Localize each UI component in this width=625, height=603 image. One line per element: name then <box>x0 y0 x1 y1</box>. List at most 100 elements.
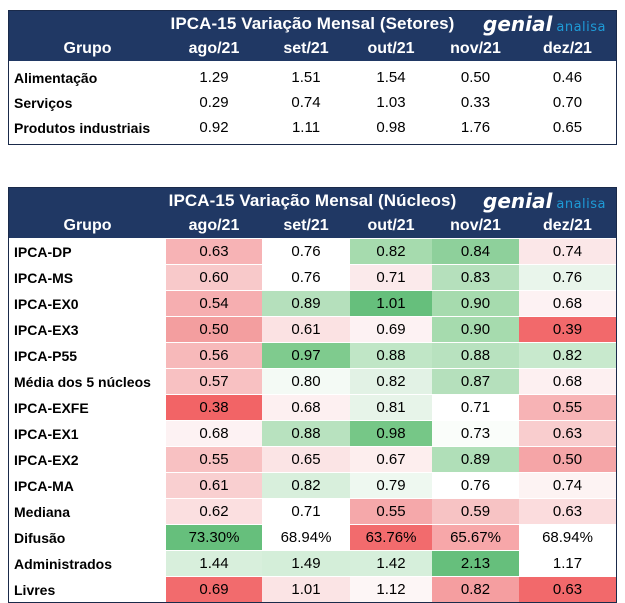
table-cell: 73.30% <box>166 525 262 550</box>
column-header: nov/21 <box>450 216 501 234</box>
genial-analisa-logo: genial analisa <box>483 189 606 213</box>
column-header: set/21 <box>283 39 329 57</box>
nucleos-body: IPCA-DP 0.63 0.76 0.82 0.84 0.74 IPCA-MS 0.60 0.… <box>9 238 616 602</box>
table-cell: 0.74 <box>291 94 321 111</box>
table-cell: 0.98 <box>350 421 432 446</box>
table-row: IPCA-EXFE 0.38 0.68 0.81 0.71 0.55 <box>9 394 616 420</box>
table-cell: 0.82 <box>432 577 519 602</box>
row-label: IPCA-EXFE <box>14 399 89 416</box>
table-cell: 1.76 <box>460 119 491 136</box>
setores-column-headers: Grupo ago/21 set/21 out/21 nov/21 dez/21 <box>9 36 616 61</box>
table-cell: 0.46 <box>552 69 583 86</box>
table-cell: 1.01 <box>350 291 432 316</box>
column-header: out/21 <box>367 216 415 234</box>
nucleos-table: IPCA-15 Variação Mensal (Núcleos) genial… <box>8 187 617 603</box>
table-cell: 0.67 <box>350 447 432 472</box>
table-row: Mediana 0.62 0.71 0.55 0.59 0.63 <box>9 498 616 524</box>
row-label: IPCA-EX0 <box>14 295 79 312</box>
table-cell: 1.01 <box>262 577 350 602</box>
nucleos-title: IPCA-15 Variação Mensal (Núcleos) <box>168 190 457 210</box>
setores-table: IPCA-15 Variação Mensal (Setores) genial… <box>8 10 617 145</box>
row-label: Serviços <box>14 94 73 111</box>
table-cell: 68.94% <box>519 525 616 550</box>
table-cell: 1.12 <box>350 577 432 602</box>
table-cell: 0.60 <box>166 265 262 290</box>
table-cell: 0.63 <box>519 499 616 524</box>
row-label: Produtos industriais <box>14 119 151 136</box>
row-label: IPCA-MS <box>14 269 74 286</box>
row-label: IPCA-EX2 <box>14 451 79 468</box>
table-cell: 0.71 <box>432 395 519 420</box>
table-cell: 0.29 <box>199 94 229 111</box>
table-cell: 0.50 <box>166 317 262 342</box>
table-cell: 1.42 <box>350 551 432 576</box>
table-row: Difusão 73.30% 68.94% 63.76% 65.67% 68.94% <box>9 524 616 550</box>
table-cell: 1.44 <box>166 551 262 576</box>
table-cell: 0.97 <box>262 343 350 368</box>
table-cell: 0.82 <box>519 343 616 368</box>
table-cell: 0.81 <box>350 395 432 420</box>
nucleos-column-headers: Grupo ago/21 set/21 out/21 nov/21 dez/21 <box>9 213 616 238</box>
table-cell: 0.50 <box>460 69 491 86</box>
table-cell: 0.68 <box>519 369 616 394</box>
row-label: IPCA-EX3 <box>14 321 79 338</box>
column-header: out/21 <box>367 39 415 57</box>
table-cell: 0.74 <box>519 239 616 264</box>
table-cell: 0.57 <box>166 369 262 394</box>
table-cell: 0.61 <box>262 317 350 342</box>
column-header: set/21 <box>283 216 329 234</box>
table-cell: 0.88 <box>432 343 519 368</box>
table-cell: 0.83 <box>432 265 519 290</box>
table-row: IPCA-DP 0.63 0.76 0.82 0.84 0.74 <box>9 238 616 264</box>
table-cell: 0.79 <box>350 473 432 498</box>
setores-title: IPCA-15 Variação Mensal (Setores) <box>170 13 455 33</box>
row-label: IPCA-EX1 <box>14 425 79 442</box>
table-cell: 1.29 <box>199 69 229 86</box>
table-cell: 0.82 <box>350 239 432 264</box>
column-header: Grupo <box>63 216 112 234</box>
table-cell: 0.89 <box>262 291 350 316</box>
table-cell: 65.67% <box>432 525 519 550</box>
row-label: Média dos 5 núcleos <box>14 373 151 390</box>
table-row: Administrados 1.44 1.49 1.42 2.13 1.17 <box>9 550 616 576</box>
nucleos-header: IPCA-15 Variação Mensal (Núcleos) genial… <box>9 188 616 238</box>
table-row: Produtos industriais 0.92 1.11 0.98 1.76 0.65 <box>9 115 616 140</box>
column-header: dez/21 <box>543 39 592 57</box>
setores-body: Alimentação 1.29 1.51 1.54 0.50 0.46 Serviços 0… <box>9 61 616 144</box>
row-label: Difusão <box>14 529 66 546</box>
table-row: Alimentação 1.29 1.51 1.54 0.50 0.46 <box>9 65 616 90</box>
row-label: IPCA-MA <box>14 477 74 494</box>
column-header: dez/21 <box>543 216 592 234</box>
table-cell: 0.80 <box>262 369 350 394</box>
table-cell: 1.51 <box>291 69 321 86</box>
table-cell: 0.76 <box>432 473 519 498</box>
setores-header: IPCA-15 Variação Mensal (Setores) genial… <box>9 11 616 61</box>
column-header: Grupo <box>63 39 112 57</box>
table-cell: 0.82 <box>262 473 350 498</box>
table-cell: 0.65 <box>262 447 350 472</box>
table-row: Livres 0.69 1.01 1.12 0.82 0.63 <box>9 576 616 602</box>
table-cell: 2.13 <box>432 551 519 576</box>
table-row: IPCA-MA 0.61 0.82 0.79 0.76 0.74 <box>9 472 616 498</box>
table-cell: 0.76 <box>262 239 350 264</box>
table-cell: 0.68 <box>166 421 262 446</box>
table-cell: 0.63 <box>519 421 616 446</box>
table-cell: 0.90 <box>432 317 519 342</box>
table-cell: 0.69 <box>166 577 262 602</box>
row-label: Livres <box>14 581 56 598</box>
row-label: Alimentação <box>14 69 98 86</box>
table-cell: 1.49 <box>262 551 350 576</box>
genial-analisa-logo: genial analisa <box>483 12 606 36</box>
table-row: IPCA-EX1 0.68 0.88 0.98 0.73 0.63 <box>9 420 616 446</box>
table-cell: 1.17 <box>519 551 616 576</box>
table-row: IPCA-EX0 0.54 0.89 1.01 0.90 0.68 <box>9 290 616 316</box>
table-cell: 0.55 <box>519 395 616 420</box>
table-cell: 0.84 <box>432 239 519 264</box>
table-cell: 0.38 <box>166 395 262 420</box>
row-label: IPCA-P55 <box>14 347 78 364</box>
table-cell: 0.61 <box>166 473 262 498</box>
row-label: IPCA-DP <box>14 243 72 260</box>
table-cell: 0.87 <box>432 369 519 394</box>
table-cell: 0.62 <box>166 499 262 524</box>
table-row: IPCA-EX2 0.55 0.65 0.67 0.89 0.50 <box>9 446 616 472</box>
